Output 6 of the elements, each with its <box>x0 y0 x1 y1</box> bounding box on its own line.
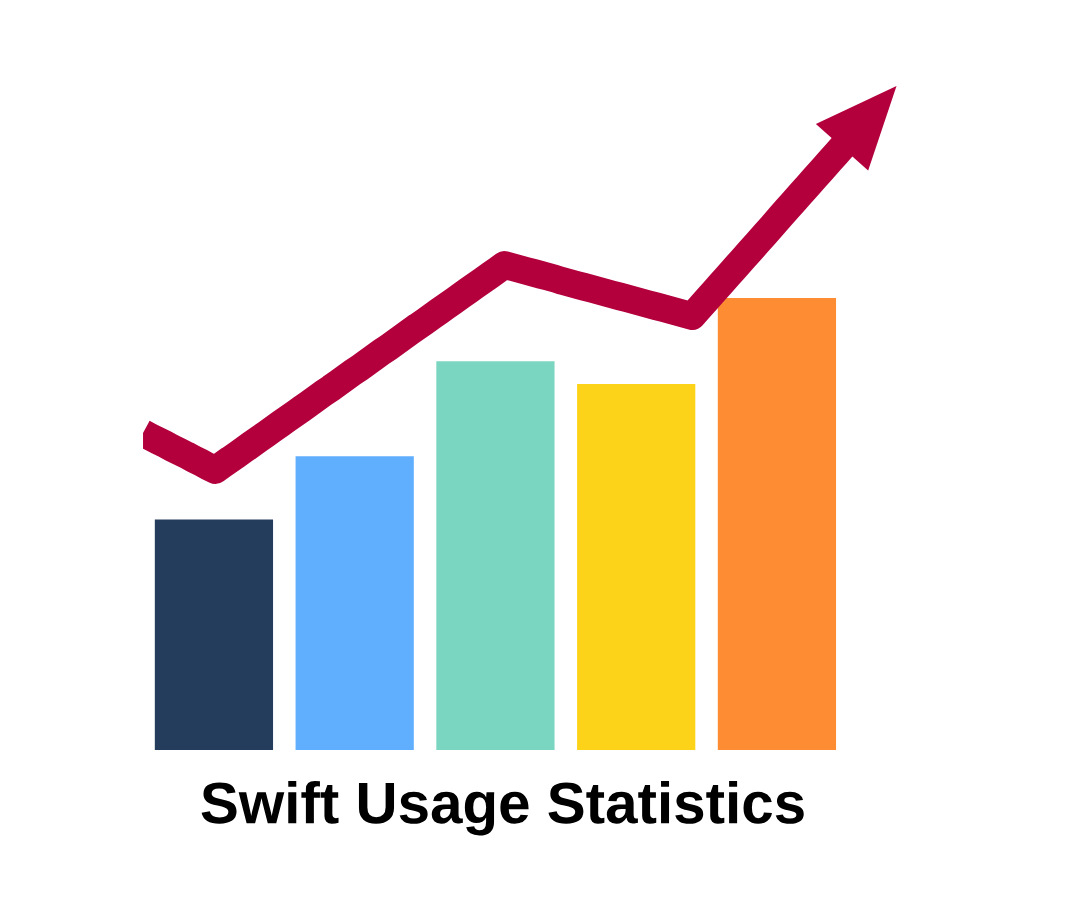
bar <box>154 519 274 751</box>
bar <box>717 298 837 751</box>
text: Swift Usage Statistics <box>201 780 804 836</box>
bar <box>295 456 414 751</box>
bar <box>436 361 555 751</box>
bar <box>577 383 696 751</box>
